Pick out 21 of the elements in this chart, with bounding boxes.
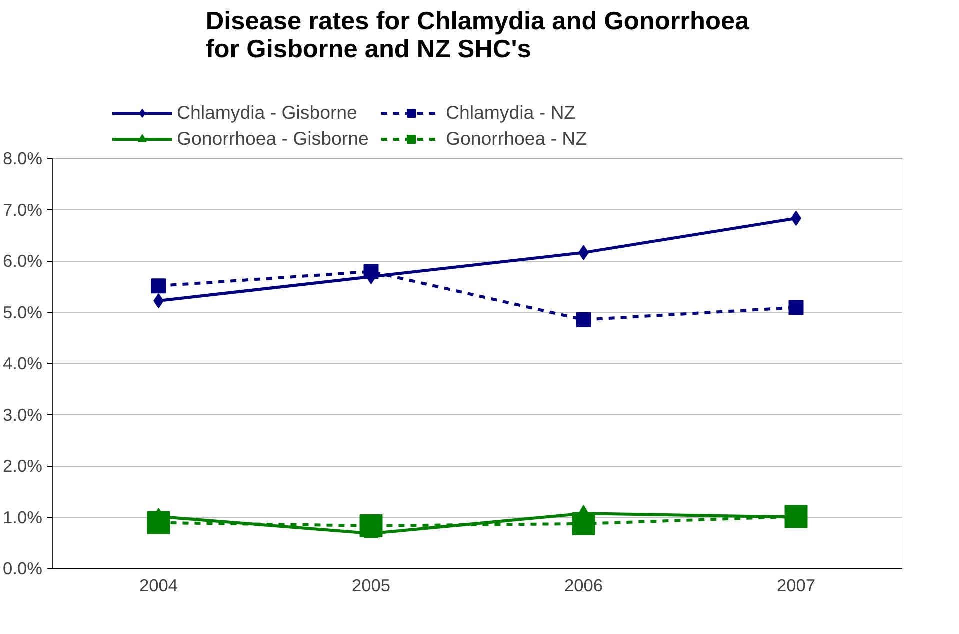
point <box>576 312 592 328</box>
legend-label: Chlamydia - Gisborne <box>177 102 358 124</box>
legend-label: Chlamydia - NZ <box>446 102 577 124</box>
y-tick-label: 8.0% <box>3 148 43 168</box>
y-tick-label: 6.0% <box>3 251 43 271</box>
y-tick-label: 3.0% <box>3 404 43 425</box>
legend-label: Gonorrhoea - NZ <box>446 128 588 150</box>
y-tick-label: 7.0% <box>3 200 43 220</box>
point <box>151 278 166 294</box>
x-tick-label: 2005 <box>352 576 391 596</box>
y-tick-label: 4.0% <box>3 354 43 374</box>
y-tick-label: 5.0% <box>3 302 43 322</box>
x-tick-label: 2007 <box>776 576 816 596</box>
chart-title: Disease rates for Chlamydia and Gonorrhoea for Gisborne and NZ SHC's <box>206 8 750 64</box>
y-tick-label: 1.0% <box>3 507 43 528</box>
x-tick-label: 2004 <box>139 576 178 596</box>
legend-label: Gonorrhoea - Gisborne <box>177 128 370 150</box>
y-tick-label: 0.0% <box>3 558 43 578</box>
x-tick-label: 2006 <box>564 576 604 596</box>
y-tick-label: 2.0% <box>3 456 43 476</box>
point <box>788 300 804 316</box>
